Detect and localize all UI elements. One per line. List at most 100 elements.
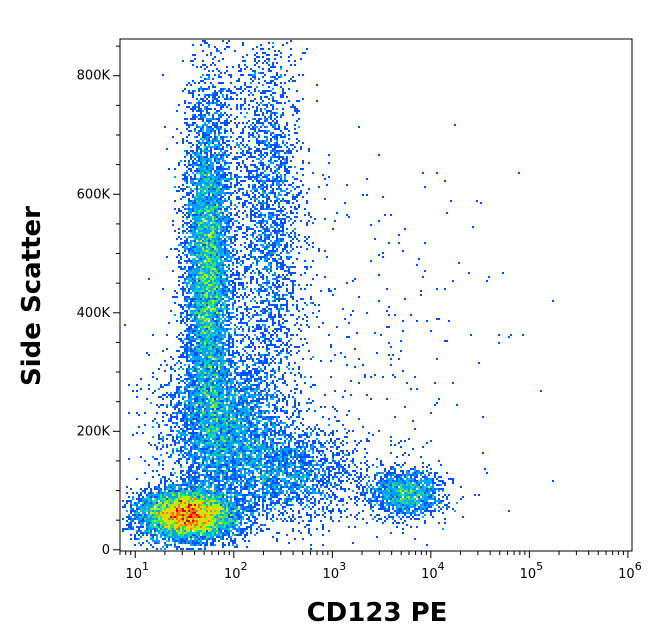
event-dot [256, 420, 258, 422]
event-dot [412, 492, 414, 494]
event-dot [216, 262, 218, 264]
event-dot [242, 510, 244, 512]
event-dot [382, 464, 384, 466]
event-dot [196, 406, 198, 408]
event-dot [196, 386, 198, 388]
event-dot [274, 150, 276, 152]
event-dot [234, 294, 236, 296]
event-dot [300, 168, 302, 170]
event-dot [202, 430, 204, 432]
event-dot [346, 442, 348, 444]
event-dot [182, 490, 184, 492]
event-dot [186, 166, 188, 168]
event-dot [258, 182, 260, 184]
event-dot [222, 242, 224, 244]
event-dot [232, 360, 234, 362]
event-dot [202, 302, 204, 304]
event-dot [178, 262, 180, 264]
event-dot [200, 494, 202, 496]
event-dot [210, 280, 212, 282]
event-dot [226, 344, 228, 346]
event-dot [260, 160, 262, 162]
event-dot [210, 516, 212, 518]
event-dot [238, 408, 240, 410]
event-dot [232, 356, 234, 358]
event-dot [202, 406, 204, 408]
event-dot [186, 430, 188, 432]
event-dot [264, 418, 266, 420]
event-dot [270, 82, 272, 84]
event-dot [190, 250, 192, 252]
event-dot [258, 234, 260, 236]
event-dot [278, 352, 280, 354]
event-dot [274, 508, 276, 510]
event-dot [166, 404, 168, 406]
event-dot [168, 528, 170, 530]
event-dot [190, 464, 192, 466]
event-dot [310, 296, 312, 298]
event-dot [288, 330, 290, 332]
event-dot [406, 480, 408, 482]
event-dot [396, 482, 398, 484]
event-dot [170, 500, 172, 502]
event-dot [202, 250, 204, 252]
event-dot [202, 138, 204, 140]
event-dot [224, 448, 226, 450]
event-dot [272, 226, 274, 228]
event-dot [206, 150, 208, 152]
event-dot [222, 448, 224, 450]
event-dot [206, 278, 208, 280]
event-dot [196, 106, 198, 108]
event-dot [276, 268, 278, 270]
event-dot [188, 342, 190, 344]
event-dot [192, 438, 194, 440]
event-dot [404, 462, 406, 464]
event-dot [196, 502, 198, 504]
event-dot [214, 522, 216, 524]
event-dot [202, 178, 204, 180]
event-dot [388, 474, 390, 476]
event-dot [440, 480, 442, 482]
event-dot [222, 280, 224, 282]
event-dot [178, 502, 180, 504]
event-dot [186, 416, 188, 418]
event-dot [208, 300, 210, 302]
event-dot [204, 548, 206, 550]
event-dot [220, 444, 222, 446]
event-dot [222, 498, 224, 500]
event-dot [200, 488, 202, 490]
event-dot [280, 130, 282, 132]
event-dot [164, 520, 166, 522]
event-dot [226, 422, 228, 424]
event-dot [246, 406, 248, 408]
event-dot [202, 518, 204, 520]
event-dot [214, 328, 216, 330]
event-dot [190, 210, 192, 212]
event-dot [244, 242, 246, 244]
event-dot [248, 500, 250, 502]
event-dot [214, 534, 216, 536]
event-dot [192, 526, 194, 528]
event-dot [188, 230, 190, 232]
event-dot [134, 536, 136, 538]
event-dot [204, 356, 206, 358]
event-dot [272, 382, 274, 384]
event-dot [216, 250, 218, 252]
event-dot [196, 508, 198, 510]
event-dot [198, 434, 200, 436]
event-dot [174, 484, 176, 486]
event-dot [214, 312, 216, 314]
event-dot [186, 318, 188, 320]
event-dot [170, 434, 172, 436]
event-dot [160, 482, 162, 484]
event-dot [198, 522, 200, 524]
event-dot [280, 314, 282, 316]
event-dot [280, 222, 282, 224]
event-dot [226, 200, 228, 202]
event-dot [210, 496, 212, 498]
event-dot [250, 476, 252, 478]
event-dot [218, 178, 220, 180]
event-dot [280, 518, 282, 520]
event-dot [256, 444, 258, 446]
event-dot [252, 122, 254, 124]
